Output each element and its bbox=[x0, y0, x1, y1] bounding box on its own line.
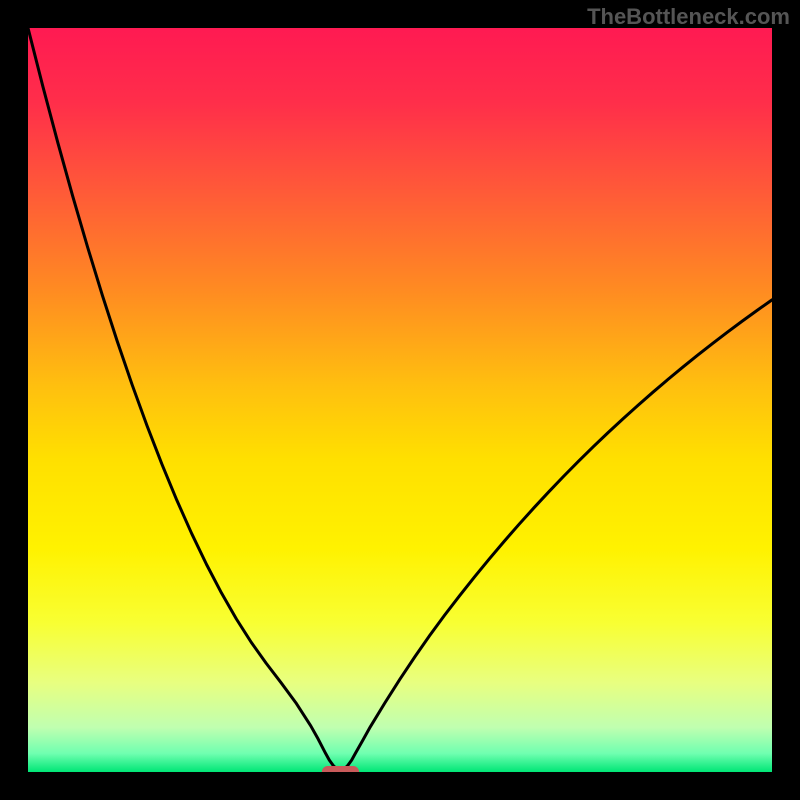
watermark-text: TheBottleneck.com bbox=[587, 4, 790, 30]
bottleneck-curve-chart bbox=[0, 0, 800, 800]
plot-background bbox=[28, 28, 772, 772]
chart-container: { "meta": { "watermark_text": "TheBottle… bbox=[0, 0, 800, 800]
